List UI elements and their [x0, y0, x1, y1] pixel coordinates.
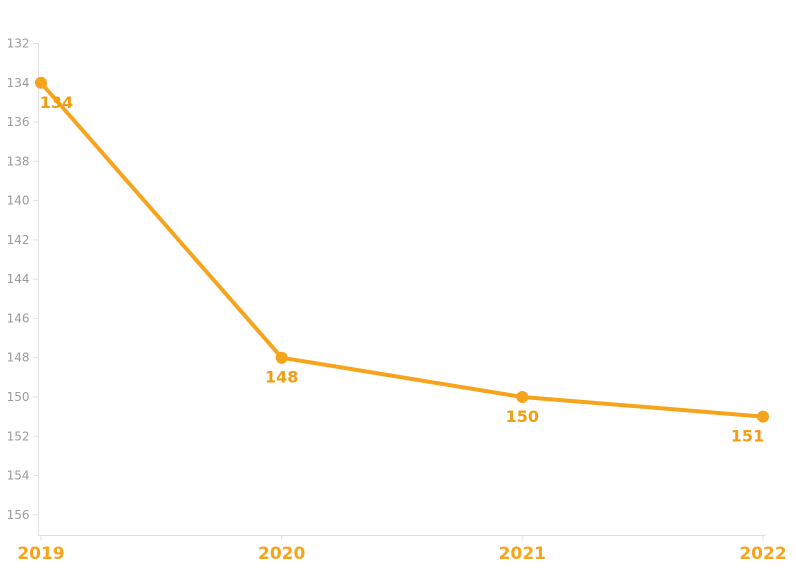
y-tick-label: 152 [7, 429, 30, 443]
y-tick-label: 148 [7, 351, 30, 365]
data-point-label: 134 [40, 93, 73, 112]
x-tick-label: 2022 [739, 544, 786, 564]
y-tick-label: 136 [7, 115, 30, 129]
y-tick-label: 132 [7, 37, 30, 51]
y-tick-label: 156 [7, 508, 30, 522]
data-point[interactable] [275, 351, 288, 364]
x-tick-label: 2019 [17, 544, 64, 564]
y-tick-label: 134 [7, 76, 30, 90]
y-tick-label: 144 [7, 272, 30, 286]
data-point-label: 148 [265, 368, 298, 387]
y-tick-label: 150 [7, 390, 30, 404]
data-point[interactable] [516, 390, 529, 403]
y-tick-label: 142 [7, 233, 30, 247]
y-tick-label: 140 [7, 194, 30, 208]
y-tick-label: 138 [7, 154, 30, 168]
data-point[interactable] [35, 76, 47, 89]
data-point-label: 151 [731, 427, 764, 446]
x-tick-label: 2021 [499, 544, 546, 564]
x-tick-label: 2020 [258, 544, 305, 564]
series-line [39, 80, 765, 419]
y-tick-label: 154 [7, 469, 30, 483]
data-point-label: 150 [506, 407, 539, 426]
data-point[interactable] [757, 410, 769, 423]
y-tick-label: 146 [7, 311, 30, 325]
